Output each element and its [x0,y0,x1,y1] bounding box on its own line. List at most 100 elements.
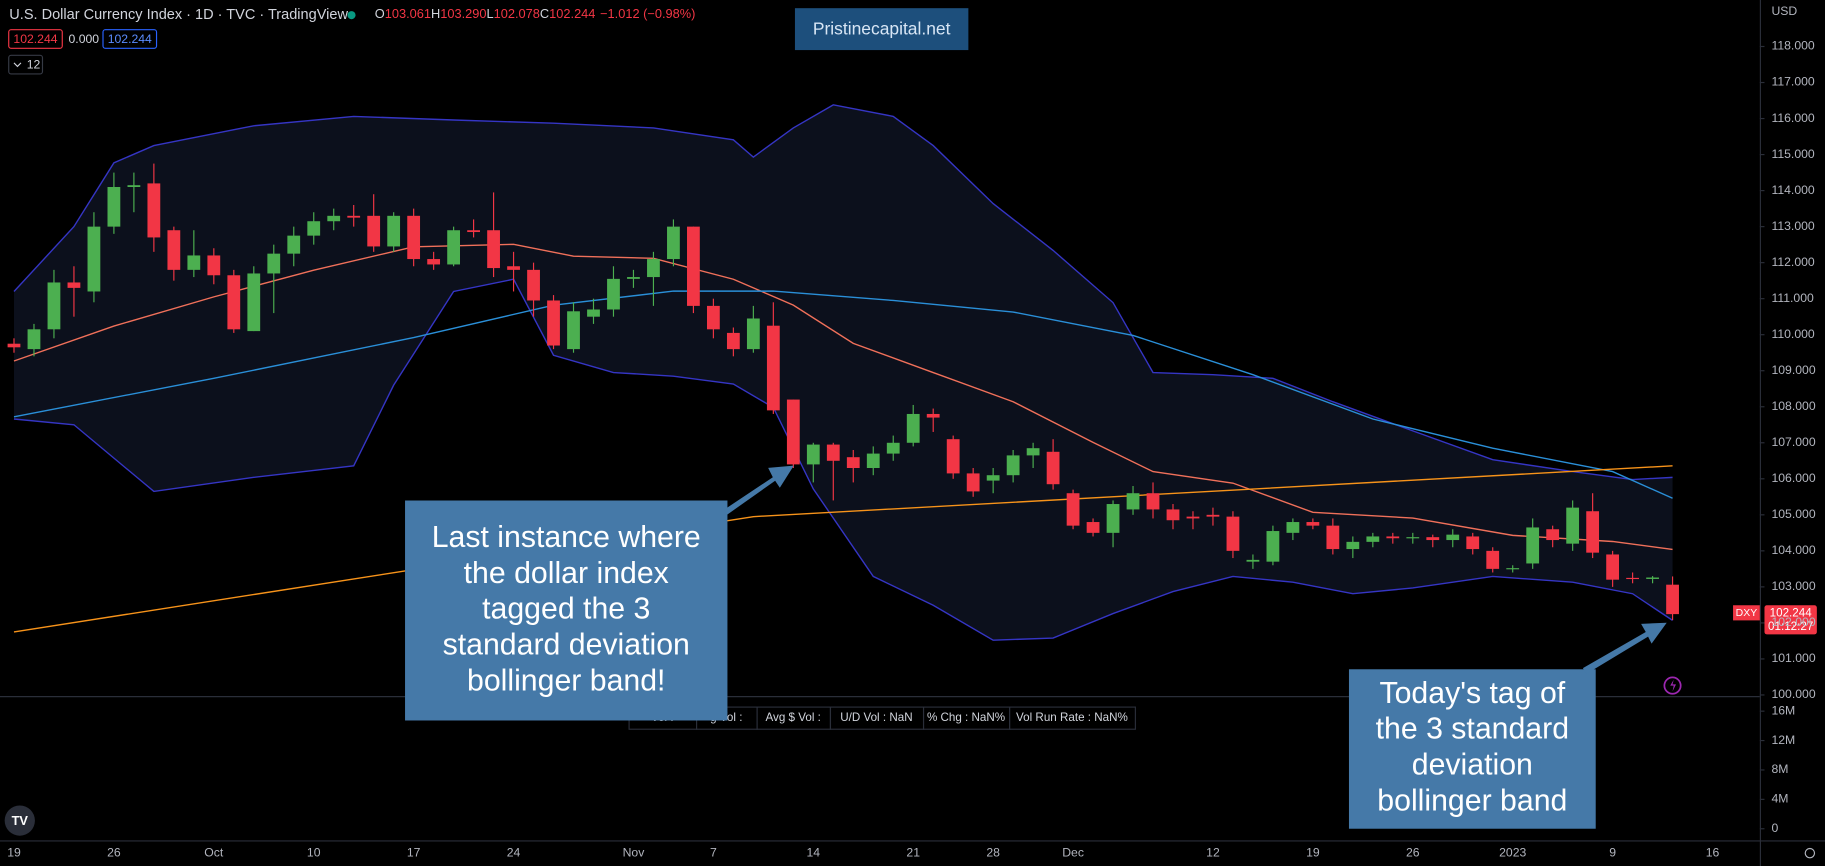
y-tick-label: 100.000 [1771,687,1815,701]
candle-body [766,325,780,411]
candle-body [447,230,461,265]
y-tick-label: 110.000 [1771,327,1814,341]
y-tick-label: 101.000 [1771,651,1815,665]
candle-body [1466,536,1480,550]
symbol-tag [1733,605,1760,621]
bolt-icon [1670,679,1677,692]
candle-body [1026,448,1040,456]
candle-body [1646,577,1659,579]
annotation-arrow [723,465,794,515]
candle-body [47,282,61,330]
y-tick-label: 105.000 [1771,507,1815,521]
annotation-text: standard deviation [443,628,690,661]
candle-body [1366,536,1380,542]
candle-body [1326,525,1340,550]
ohlc-value: 103.290 [440,7,486,22]
volume-legend-text: U/D Vol : NaN [840,711,912,724]
candle-body [1346,541,1360,550]
candle-body [1046,451,1060,485]
candle-body [147,183,161,238]
watermark: Pristinecapital.net [813,18,951,38]
candle-body [387,215,401,247]
candle-body [347,215,361,218]
y-tick-label: 111.000 [1771,291,1814,305]
currency: USD [1771,4,1797,18]
collapse-button[interactable] [8,54,44,75]
candle-body [227,275,241,330]
market-status [347,11,356,20]
candle-body [327,215,341,222]
candle-body [647,259,660,278]
volume-legend-cell [1009,706,1136,730]
ohlc-key: C [540,7,549,22]
candle-body [1606,554,1620,580]
annotation-text: bollinger band! [467,664,665,697]
y-tick-label: 116.000 [1771,111,1814,125]
candle-body [806,444,820,465]
ohlc-key: O [375,7,385,22]
value-box [102,29,158,49]
candle-body [627,277,640,279]
annotation-text: tagged the 3 [482,593,650,626]
overlay-line [13,278,1673,641]
indicator-value: 102.244 [13,32,57,46]
candle-body [1286,522,1300,533]
candle-body [67,282,81,288]
candle-body [7,343,21,348]
candle-body [687,226,700,306]
candle-body [1426,537,1440,541]
y-tick-label: 107.000 [1771,435,1815,449]
annotation-box [1348,669,1596,829]
x-tick-label: 9 [1609,845,1616,859]
annotation-text: deviation [1412,749,1533,782]
candle-body [826,444,840,461]
volume-tick-label: 8M [1771,762,1788,776]
candle-body [706,305,720,330]
annotation-text: the dollar index [464,557,669,590]
candle-body [986,475,1000,481]
ohlc-change: −1.012 (−0.98%) [600,7,695,22]
y-tick-label: 112.000 [1771,255,1814,269]
candle-body [1306,522,1320,526]
candle-body [1506,568,1520,570]
x-tick-label: 17 [407,845,421,859]
candle-body [567,311,580,350]
ohlc-value: 103.061 [385,7,431,22]
annotation-text: Last instance where [432,521,701,554]
volume-legend-text: Avg $ Vol : [766,711,821,724]
candle-body [1226,516,1240,551]
settings-icon[interactable] [1804,847,1816,859]
candle-body [1106,504,1120,533]
alert-icon[interactable] [1663,676,1682,695]
candle-body [427,259,441,265]
volume-tick-label: 16M [1771,703,1795,717]
candle-body [1666,584,1679,615]
x-tick-label: 12 [1206,845,1220,859]
chevron-icon [13,62,22,68]
ohlc-value: 102.244 [549,7,595,22]
annotation-box [405,500,728,721]
overlay-line [13,243,1673,551]
candle-body [407,215,421,260]
x-tick-label: 7 [710,845,717,859]
candle-body [1246,559,1260,562]
tv-logo[interactable] [4,805,35,836]
candle-body [746,318,760,350]
x-tick-label: 28 [986,845,1000,859]
candle-body [547,300,560,346]
x-tick-label: 14 [807,845,821,859]
x-tick-label: 10 [307,845,321,859]
indicator-count: 12 [27,57,41,71]
symbol-title[interactable]: U.S. Dollar Currency Index · 1D · TVC · … [9,7,348,23]
annotation-text: the 3 standard [1376,713,1569,746]
candle-body [1446,534,1460,541]
candle-body [1526,527,1540,564]
x-tick-label: 26 [107,845,121,859]
ohlc-key: L [487,7,494,22]
indicator-value: 102.244 [108,32,152,46]
x-tick-label: 19 [1306,845,1320,859]
candle-body [1066,493,1080,526]
candle-body [726,332,740,350]
